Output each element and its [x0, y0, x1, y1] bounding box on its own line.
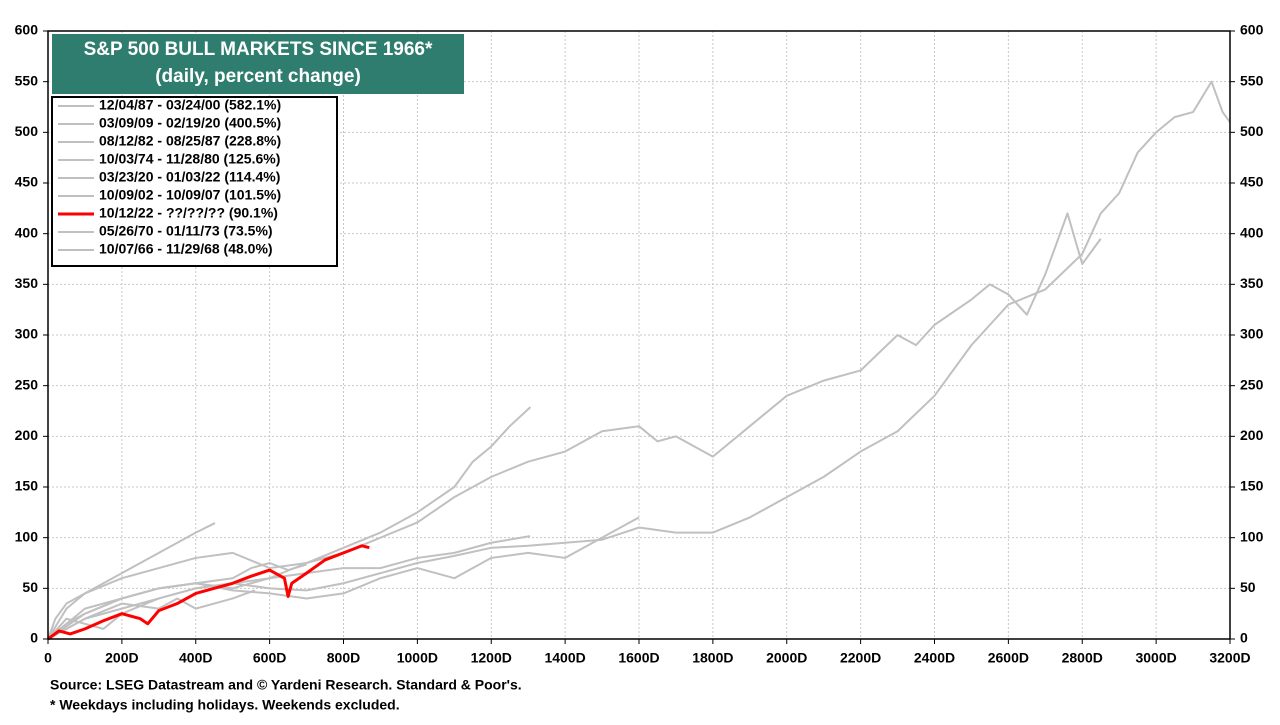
y2-tick-label: 100: [1240, 528, 1264, 544]
series-line: [47, 212, 1102, 640]
legend-label: 12/04/87 - 03/24/00 (582.1%): [99, 97, 281, 113]
y-tick-label: 150: [15, 478, 39, 494]
x-tick-label: 1800D: [692, 650, 733, 666]
lines: [47, 80, 1231, 641]
y2-tick-label: 150: [1240, 478, 1264, 494]
y-tick-label: 250: [15, 376, 39, 392]
y2-tick-label: 500: [1240, 123, 1264, 139]
title-box: [52, 34, 464, 94]
x-tick-label: 400D: [179, 650, 212, 666]
legend-label: 03/23/20 - 01/03/22 (114.4%): [99, 169, 280, 185]
x-tick-label: 3200D: [1209, 650, 1250, 666]
y-tick-label: 300: [15, 326, 39, 342]
x-tick-label: 2000D: [766, 650, 807, 666]
x-tick-label: 200D: [105, 650, 138, 666]
x-tick-label: 1400D: [544, 650, 585, 666]
note: * Weekdays including holidays. Weekends …: [50, 697, 400, 713]
legend-label: 10/12/22 - ??/??/?? (90.1%): [99, 205, 278, 221]
y-tick-label: 50: [22, 579, 38, 595]
y-tick-label: 400: [15, 224, 39, 240]
y2-tick-label: 0: [1240, 630, 1248, 646]
y-tick-label: 550: [15, 72, 39, 88]
legend-label: 08/12/82 - 08/25/87 (228.8%): [99, 133, 281, 149]
series-line: [47, 544, 370, 641]
x-tick-label: 2800D: [1062, 650, 1103, 666]
x-tick-label: 2200D: [840, 650, 881, 666]
y-tick-label: 100: [15, 528, 39, 544]
y2-tick-label: 600: [1240, 22, 1264, 38]
y-tick-label: 200: [15, 427, 39, 443]
x-tick-label: 3000D: [1135, 650, 1176, 666]
y-tick-label: 350: [15, 275, 39, 291]
legend-box: [51, 96, 338, 267]
legend-label: 10/07/66 - 11/29/68 (48.0%): [99, 241, 273, 257]
legend-label: 03/09/09 - 02/19/20 (400.5%): [99, 115, 281, 131]
y2-tick-label: 350: [1240, 275, 1264, 291]
x-tick-label: 600D: [253, 650, 286, 666]
x-tick-label: 0: [44, 650, 52, 666]
y2-tick-label: 50: [1240, 579, 1256, 595]
series-line: [47, 589, 256, 640]
y-tick-label: 500: [15, 123, 39, 139]
chart-title: S&P 500 BULL MARKETS SINCE 1966*: [84, 39, 433, 60]
series-line: [47, 562, 307, 640]
y2-tick-label: 550: [1240, 72, 1264, 88]
legend-label: 05/26/70 - 01/11/73 (73.5%): [99, 223, 273, 239]
y2-tick-label: 250: [1240, 376, 1264, 392]
y-tick-label: 600: [15, 22, 39, 38]
y2-tick-label: 300: [1240, 326, 1264, 342]
x-tick-label: 2400D: [914, 650, 955, 666]
x-tick-label: 800D: [327, 650, 360, 666]
x-tick-label: 2600D: [988, 650, 1029, 666]
y-tick-label: 0: [30, 630, 38, 646]
y2-tick-label: 450: [1240, 174, 1264, 190]
legend: 12/04/87 - 03/24/00 (582.1%) 03/09/09 - 0…: [58, 97, 281, 257]
y2-tick-label: 400: [1240, 224, 1264, 240]
x-tick-label: 1000D: [397, 650, 438, 666]
x-tick-label: 1200D: [471, 650, 512, 666]
x-tick-label: 1600D: [618, 650, 659, 666]
chart-subtitle: (daily, percent change): [155, 66, 361, 87]
series-line: [47, 522, 216, 640]
source: Source: LSEG Datastream and © Yardeni Re…: [50, 677, 522, 693]
y-tick-label: 450: [15, 174, 39, 190]
y2-tick-label: 200: [1240, 427, 1264, 443]
legend-label: 10/03/74 - 11/28/80 (125.6%): [99, 151, 280, 167]
legend-label: 10/09/02 - 10/09/07 (101.5%): [99, 187, 281, 203]
